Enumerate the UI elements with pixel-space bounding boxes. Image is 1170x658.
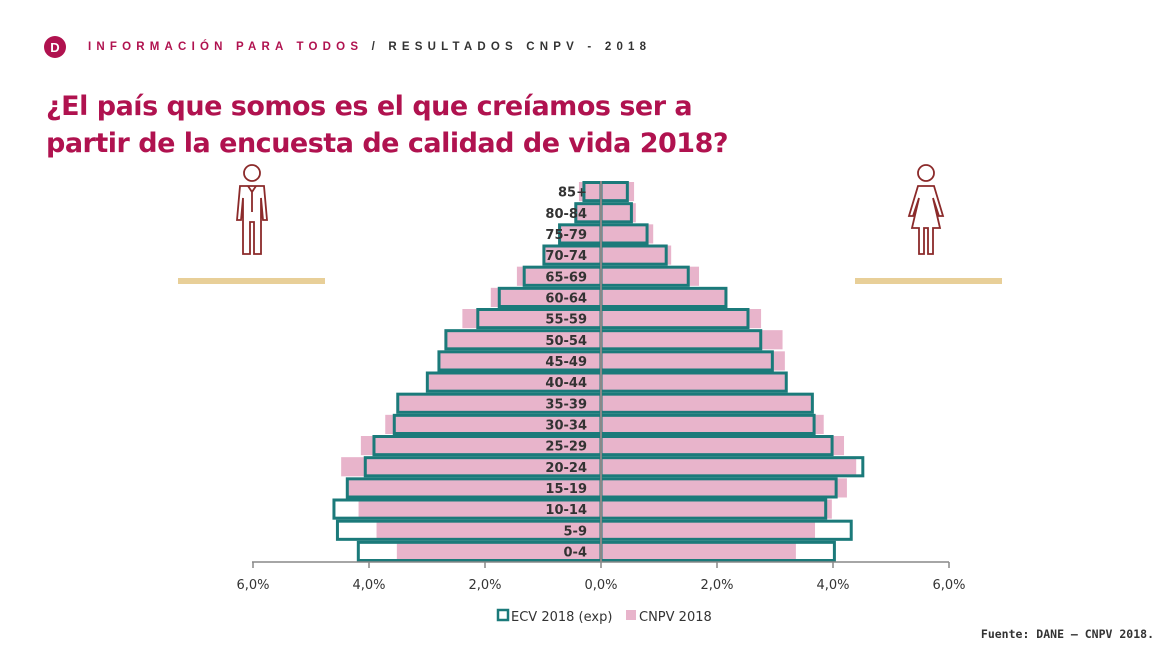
cnpv-bar-men bbox=[558, 224, 601, 244]
woman-icon bbox=[907, 164, 945, 255]
age-group-label: 85+ bbox=[558, 186, 587, 201]
cnpv-bar-men bbox=[358, 499, 601, 519]
cnpv-bar-women bbox=[601, 245, 672, 265]
page-title: ¿El país que somos es el que creíamos se… bbox=[46, 91, 729, 159]
cnpv-bar-men bbox=[347, 478, 601, 498]
age-group-label: 40-44 bbox=[545, 376, 587, 391]
cnpv-bar-women bbox=[601, 266, 700, 286]
x-tick-label: 0,0% bbox=[584, 578, 617, 593]
cnpv-bar-women bbox=[601, 478, 847, 498]
cnpv-bar-women bbox=[601, 436, 845, 456]
cnpv-bar-men bbox=[462, 309, 601, 329]
x-tick-label: 6,0% bbox=[236, 578, 269, 593]
age-group-label: 35-39 bbox=[545, 397, 587, 412]
cnpv-bar-men bbox=[428, 372, 601, 392]
cnpv-bar-women bbox=[601, 351, 785, 371]
cnpv-bar-women bbox=[601, 287, 728, 307]
age-group-label: 65-69 bbox=[545, 270, 587, 285]
cnpv-bar-men bbox=[385, 414, 601, 434]
legend-label-ecv: ECV 2018 (exp) bbox=[511, 610, 612, 625]
cnpv-bar-women bbox=[601, 224, 654, 244]
legend-swatch-cnpv bbox=[626, 610, 636, 620]
cnpv-bar-men bbox=[574, 203, 601, 223]
breadcrumb-primary: INFORMACIÓN PARA TODOS bbox=[88, 41, 364, 53]
cnpv-bar-men bbox=[396, 541, 601, 561]
legend-label-cnpv: CNPV 2018 bbox=[639, 610, 712, 625]
cnpv-bar-women bbox=[601, 414, 824, 434]
age-group-label: 75-79 bbox=[545, 228, 587, 243]
breadcrumb: INFORMACIÓN PARA TODOS / RESULTADOS CNPV… bbox=[88, 41, 651, 53]
cnpv-bar-women bbox=[601, 457, 857, 477]
age-group-label: 30-34 bbox=[545, 418, 587, 433]
age-group-label: 80-84 bbox=[545, 207, 587, 222]
cnpv-bar-men bbox=[438, 351, 601, 371]
age-group-label: 70-74 bbox=[545, 249, 587, 264]
age-group-label: 60-64 bbox=[545, 291, 587, 306]
cnpv-bar-women bbox=[601, 330, 783, 350]
cnpv-bar-women bbox=[601, 499, 832, 519]
breadcrumb-secondary: RESULTADOS CNPV - 2018 bbox=[388, 41, 652, 53]
cnpv-bar-women bbox=[601, 182, 635, 202]
cnpv-bar-women bbox=[601, 309, 762, 329]
cnpv-bar-men bbox=[542, 245, 601, 265]
cnpv-bar-men bbox=[341, 457, 601, 477]
age-group-label: 50-54 bbox=[545, 334, 587, 349]
header: D INFORMACIÓN PARA TODOS / RESULTADOS CN… bbox=[44, 36, 651, 58]
cnpv-bar-women bbox=[601, 393, 812, 413]
x-tick-label: 2,0% bbox=[468, 578, 501, 593]
breadcrumb-separator: / bbox=[363, 41, 389, 53]
age-group-label: 5-9 bbox=[564, 524, 588, 539]
legend-swatch-ecv bbox=[496, 608, 510, 622]
source-note: Fuente: DANE – CNPV 2018. bbox=[980, 627, 1154, 641]
cnpv-bar-women bbox=[601, 203, 636, 223]
man-icon bbox=[236, 164, 268, 255]
cnpv-bar-men bbox=[376, 520, 601, 540]
cnpv-bar-men bbox=[444, 330, 601, 350]
x-tick-label: 4,0% bbox=[816, 578, 849, 593]
cnpv-bar-men bbox=[398, 393, 601, 413]
women-divider bbox=[855, 278, 1002, 284]
cnpv-bar-men bbox=[360, 436, 601, 456]
age-group-label: 25-29 bbox=[545, 440, 587, 455]
cnpv-bar-women bbox=[601, 520, 816, 540]
cnpv-bar-men bbox=[516, 266, 601, 286]
cnpv-bar-women bbox=[601, 541, 796, 561]
age-group-label: 45-49 bbox=[545, 355, 587, 370]
x-tick-label: 6,0% bbox=[932, 578, 965, 593]
dane-logo: D bbox=[44, 36, 66, 58]
cnpv-bar-men bbox=[490, 287, 601, 307]
cnpv-bar-women bbox=[601, 372, 788, 392]
x-tick-label: 4,0% bbox=[352, 578, 385, 593]
age-group-label: 20-24 bbox=[545, 461, 587, 476]
age-group-label: 0-4 bbox=[564, 545, 588, 560]
x-tick-label: 2,0% bbox=[700, 578, 733, 593]
age-group-label: 55-59 bbox=[545, 313, 587, 328]
men-divider bbox=[178, 278, 325, 284]
age-group-label: 15-19 bbox=[545, 482, 587, 497]
age-group-label: 10-14 bbox=[545, 503, 587, 518]
